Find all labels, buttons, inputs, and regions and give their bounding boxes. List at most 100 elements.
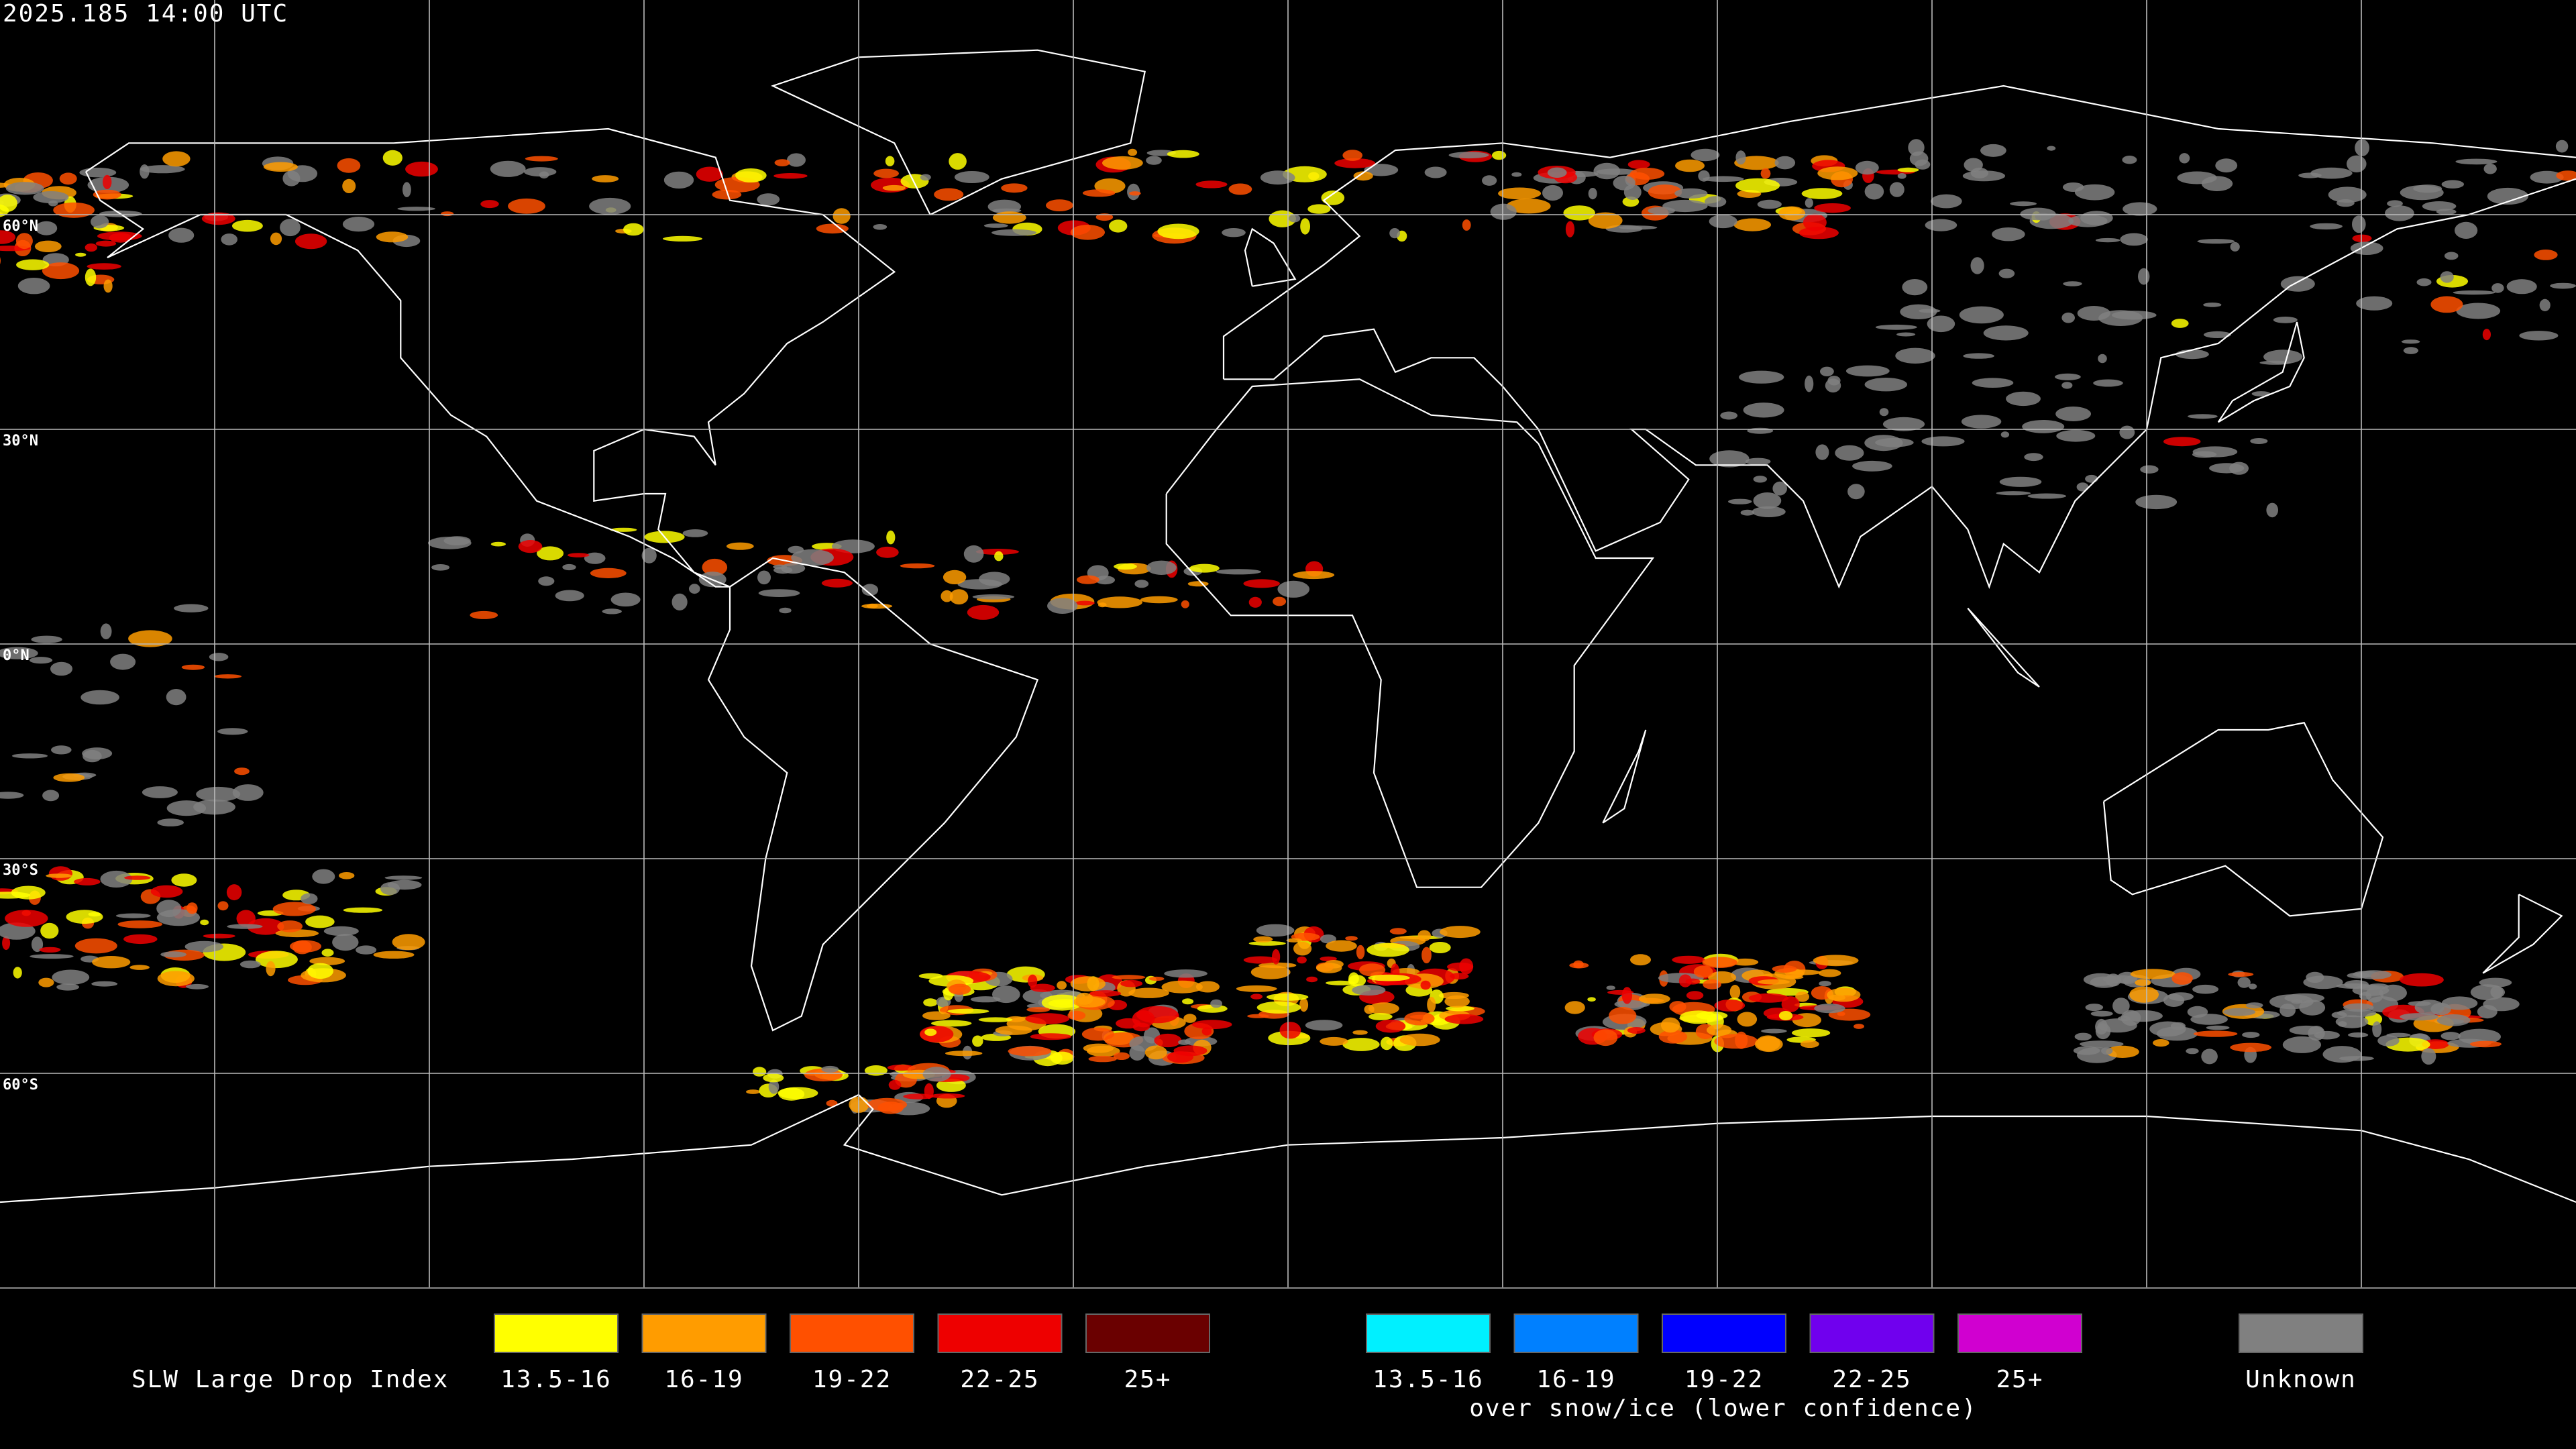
cloud-patch <box>1639 994 1670 1004</box>
cloud-patch <box>2377 1035 2400 1046</box>
cloud-patch <box>833 208 851 224</box>
cloud-patch <box>1731 958 1759 966</box>
cloud-patch <box>1800 1040 1819 1049</box>
cloud-patch <box>2444 252 2459 260</box>
legend-label: 13.5-16 <box>1373 1366 1484 1393</box>
cloud-patch <box>1900 304 1937 319</box>
coastline <box>2102 722 2384 917</box>
cloud-patch <box>1648 207 1676 215</box>
cloud-patch <box>1399 1033 1440 1046</box>
cloud-patch <box>1735 1031 1748 1049</box>
cloud-patch <box>1753 492 1782 509</box>
cloud-patch <box>885 156 895 166</box>
cloud-patch <box>1448 152 1489 159</box>
cloud-patch <box>1864 183 1884 200</box>
cloud-patch <box>1095 576 1115 585</box>
cloud-patch <box>922 1011 951 1020</box>
cloud-patch <box>2487 187 2528 205</box>
cloud-patch <box>2153 1039 2169 1047</box>
cloud-patch <box>1201 1027 1212 1036</box>
cloud-patch <box>1073 996 1106 1008</box>
cloud-patch <box>2112 998 2130 1014</box>
cloud-patch <box>1563 205 1595 221</box>
cloud-patch <box>2455 158 2498 165</box>
cloud-patch <box>1050 1051 1074 1065</box>
cloud-patch <box>221 233 238 246</box>
cloud-patch <box>277 920 303 932</box>
cloud-patch <box>931 1020 972 1027</box>
cloud-patch <box>987 199 1022 214</box>
legend-swatch <box>1809 1313 1935 1353</box>
cloud-patch <box>2163 994 2185 1008</box>
cloud-patch <box>46 873 72 878</box>
cloud-patch <box>1279 1022 1301 1039</box>
cloud-patch <box>1243 956 1277 964</box>
cloud-patch <box>2263 350 2303 364</box>
cloud-patch <box>943 570 967 585</box>
cloud-patch <box>1046 199 1073 211</box>
cloud-patch <box>1047 598 1078 614</box>
cloud-patch <box>1593 162 1621 180</box>
cloud-patch <box>972 1035 983 1047</box>
cloud-patch <box>1672 955 1705 964</box>
cloud-patch <box>128 630 172 647</box>
cloud-patch <box>2421 1048 2436 1065</box>
legend-label: 22-25 <box>1832 1366 1911 1393</box>
cloud-patch <box>1820 366 1834 376</box>
cloud-patch <box>150 885 183 898</box>
cloud-patch <box>356 945 377 955</box>
cloud-patch <box>2022 420 2065 433</box>
cloud-patch <box>1703 979 1721 989</box>
cloud-patch <box>2047 146 2056 151</box>
cloud-patch <box>1243 579 1280 588</box>
cloud-patch <box>2440 1032 2461 1040</box>
cloud-patch <box>1250 994 1263 1000</box>
cloud-patch <box>1250 965 1291 979</box>
cloud-patch <box>1980 144 2006 157</box>
cloud-patch <box>995 1025 1032 1035</box>
cloud-patch <box>2519 331 2559 341</box>
cloud-patch <box>0 792 24 799</box>
cloud-patch <box>332 934 359 951</box>
cloud-patch <box>1733 218 1771 231</box>
cloud-patch <box>2177 171 2217 184</box>
cloud-patch <box>949 589 969 605</box>
cloud-patch <box>873 168 899 178</box>
cloud-patch <box>2135 494 2178 510</box>
cloud-patch <box>186 983 209 989</box>
cloud-patch <box>882 184 906 191</box>
cloud-patch <box>39 947 61 953</box>
cloud-patch <box>1564 1001 1585 1014</box>
cloud-patch <box>2010 201 2037 207</box>
cloud-patch <box>2111 311 2157 320</box>
cloud-patch <box>1542 184 1563 201</box>
cloud-patch <box>397 207 435 211</box>
cloud-patch <box>2123 202 2157 216</box>
timestamp: 2025.185 14:00 UTC <box>3 0 288 28</box>
cloud-patch <box>1098 602 1107 608</box>
cloud-patch <box>234 767 250 775</box>
cloud-patch <box>1260 170 1295 185</box>
cloud-patch <box>2355 139 2370 156</box>
cloud-patch <box>1720 411 1738 420</box>
cloud-patch <box>663 171 694 189</box>
cloud-patch <box>1593 1029 1618 1046</box>
cloud-patch <box>2556 170 2576 181</box>
cloud-patch <box>592 175 619 182</box>
cloud-patch <box>1342 150 1362 161</box>
cloud-patch <box>726 542 754 550</box>
legend-swatch <box>641 1313 767 1353</box>
cloud-patch <box>115 913 151 918</box>
cloud-patch <box>963 545 984 563</box>
cloud-patch <box>1352 1030 1368 1035</box>
cloud-patch <box>1178 1039 1191 1045</box>
cloud-patch <box>1191 1020 1232 1030</box>
cloud-patch <box>13 967 22 979</box>
cloud-patch <box>1921 436 1965 447</box>
cloud-patch <box>1128 987 1169 998</box>
latitude-label: 30°S <box>3 862 38 879</box>
cloud-patch <box>757 570 771 585</box>
cloud-patch <box>2401 339 2420 344</box>
cloud-patch <box>1293 571 1335 580</box>
cloud-imagery <box>0 139 2576 1116</box>
